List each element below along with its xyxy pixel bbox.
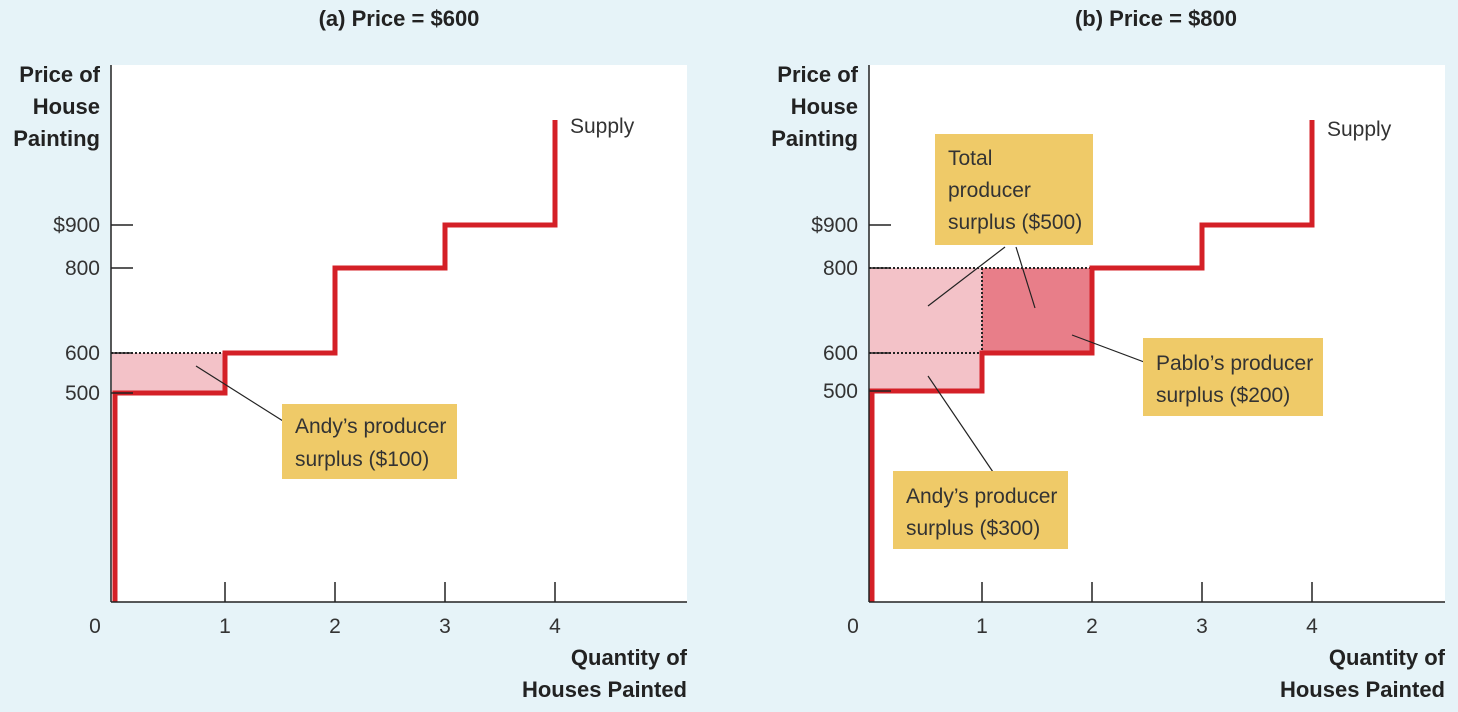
y-tick-label-600: 600 xyxy=(65,342,100,365)
y-tick-label-500: 500 xyxy=(65,382,100,405)
y-axis-label-line-2: House xyxy=(33,94,100,119)
x-axis-label-line-1: Quantity of xyxy=(571,645,688,670)
x-tick-label-0: 0 xyxy=(847,615,859,638)
y-axis-label-line-1: Price of xyxy=(777,62,858,87)
callout-3-text-1: Andy’s producer xyxy=(906,485,1057,508)
x-tick-label-4: 4 xyxy=(549,615,561,638)
callout-1-box xyxy=(282,404,457,479)
plot-area xyxy=(111,65,687,602)
y-tick-label-900: $900 xyxy=(811,214,858,237)
x-axis-label-line-2: Houses Painted xyxy=(1280,677,1445,702)
callout-2-box xyxy=(1143,338,1323,416)
callout-1-text-1: Andy’s producer xyxy=(295,415,446,438)
callout-3-leader-1 xyxy=(927,375,994,473)
x-tick-label-2: 2 xyxy=(329,615,341,638)
surplus-area-1 xyxy=(870,268,982,391)
y-axis-label-line-3: Painting xyxy=(13,126,100,151)
supply-curve xyxy=(112,120,558,602)
callout-1-text-1: Total xyxy=(948,147,992,170)
callout-2-text-2: surplus ($200) xyxy=(1156,384,1290,407)
surplus-area-2 xyxy=(982,268,1092,353)
callout-2-leader-1 xyxy=(1071,334,1145,363)
y-tick-label-800: 800 xyxy=(823,257,858,280)
callout-3-text-2: surplus ($300) xyxy=(906,517,1040,540)
y-tick-label-500: 500 xyxy=(823,380,858,403)
panel-title: (a) Price = $600 xyxy=(319,6,480,31)
x-tick-label-0: 0 xyxy=(89,615,101,638)
callout-1-leader-1 xyxy=(927,246,1006,307)
callout-1-leader-2 xyxy=(1015,246,1036,309)
x-tick-label-1: 1 xyxy=(219,615,231,638)
panel-title: (b) Price = $800 xyxy=(1075,6,1237,31)
callout-1-leader-1 xyxy=(195,365,284,422)
supply-curve xyxy=(869,120,1315,602)
supply-label: Supply xyxy=(1327,118,1392,141)
y-axis-label-line-1: Price of xyxy=(19,62,100,87)
x-tick-label-3: 3 xyxy=(439,615,451,638)
callout-1-text-2: producer xyxy=(948,179,1031,202)
x-tick-label-2: 2 xyxy=(1086,615,1098,638)
y-tick-label-900: $900 xyxy=(53,214,100,237)
callout-2-text-1: Pablo’s producer xyxy=(1156,352,1313,375)
y-tick-label-800: 800 xyxy=(65,257,100,280)
panel-a: $900 800 600 500 0 1 2 3 4 (a) Price = $600 Price … xyxy=(13,6,687,702)
x-axis-label-line-1: Quantity of xyxy=(1329,645,1446,670)
y-axis-label-line-2: House xyxy=(791,94,858,119)
callout-1-text-3: surplus ($500) xyxy=(948,211,1082,234)
y-tick-label-600: 600 xyxy=(823,342,858,365)
x-tick-label-3: 3 xyxy=(1196,615,1208,638)
x-axis-label-line-2: Houses Painted xyxy=(522,677,687,702)
x-tick-label-1: 1 xyxy=(976,615,988,638)
callout-1-text-2: surplus ($100) xyxy=(295,448,429,471)
x-tick-label-4: 4 xyxy=(1306,615,1318,638)
supply-label: Supply xyxy=(570,115,635,138)
callout-1-box xyxy=(935,134,1093,245)
y-axis-label-line-3: Painting xyxy=(771,126,858,151)
callout-3-box xyxy=(893,471,1068,549)
panel-b: $900 800 600 500 0 1 2 3 4 (b) Price = $800 Price … xyxy=(771,6,1445,702)
